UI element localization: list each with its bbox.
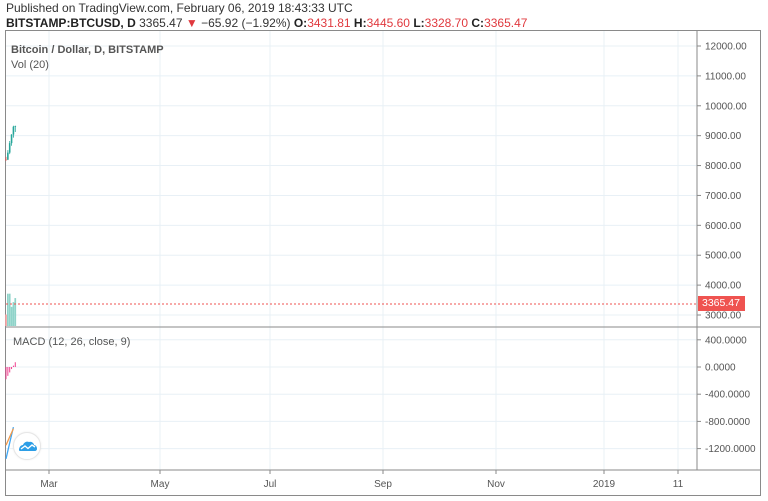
- low-label: L:: [413, 16, 425, 30]
- time-tick-label: Mar: [40, 479, 58, 490]
- volume-legend: Vol (20): [11, 59, 49, 71]
- macd-tick-label: -800.0000: [705, 417, 750, 428]
- symbol-label: BITSTAMP:BTCUSD, D: [6, 16, 136, 30]
- tradingview-logo[interactable]: [13, 432, 41, 460]
- price-tick-label: 5000.00: [705, 251, 742, 262]
- published-line: Published on TradingView.com, February 0…: [6, 1, 353, 15]
- macd-tick-label: 0.0000: [705, 363, 736, 374]
- cloud-chart-icon: [19, 441, 37, 451]
- close-value: 3365.47: [484, 16, 528, 30]
- price-tick-label: 12000.00: [705, 42, 747, 53]
- price-tick-label: 11000.00: [705, 71, 746, 82]
- series-title: Bitcoin / Dollar, D, BITSTAMP: [11, 44, 164, 56]
- price-tick-label: 4000.00: [705, 281, 742, 292]
- macd-tick-label: 400.0000: [705, 335, 747, 346]
- price-tick-label: 3000.00: [705, 311, 742, 322]
- macd-axis[interactable]: 400.0000 0.0000 -400.0000 -800.0000 -1200.00…: [697, 335, 756, 455]
- open-value: 3431.81: [307, 16, 351, 30]
- last-price: 3365.47: [139, 16, 183, 30]
- time-tick-label: 11: [673, 479, 684, 490]
- price-axis[interactable]: 12000.00 11000.00 10000.00 9000.00 8000.00 70…: [697, 42, 747, 322]
- time-tick-label: May: [151, 479, 170, 490]
- time-tick-label: 2019: [593, 479, 616, 490]
- price-tick-label: 8000.00: [705, 161, 742, 172]
- price-pane-legend: Bitcoin / Dollar, D, BITSTAMP Vol (20): [11, 44, 164, 71]
- price-tick-label: 6000.00: [705, 221, 742, 232]
- price-tick-label: 10000.00: [705, 101, 747, 112]
- close-label: C:: [471, 16, 485, 30]
- symbol-quote-line: BITSTAMP:BTCUSD, D 3365.47 ▼ −65.92 (−1.…: [6, 16, 527, 31]
- chart-frame: [5, 30, 761, 496]
- price-change: −65.92 (−1.92%): [201, 16, 291, 30]
- open-label: O:: [293, 16, 308, 30]
- macd-tick-label: -400.0000: [705, 390, 750, 401]
- last-price-tag: 3365.47: [698, 296, 745, 311]
- time-tick-label: Sep: [374, 479, 392, 490]
- signal-line: [5, 428, 14, 446]
- macd-tick-label: -1200.0000: [705, 444, 756, 455]
- triangle-down-icon: ▼: [185, 16, 198, 30]
- time-tick-label: Nov: [487, 479, 505, 490]
- volume-bars: [5, 293, 17, 326]
- chart-header: Published on TradingView.com, February 0…: [6, 1, 527, 31]
- grid-lines: [6, 31, 697, 470]
- low-value: 3328.70: [424, 16, 469, 30]
- price-tick-label: 7000.00: [705, 191, 742, 202]
- high-value: 3445.60: [366, 16, 410, 30]
- price-tick-label: 9000.00: [705, 131, 742, 142]
- macd-legend: MACD (12, 26, close, 9): [13, 336, 131, 348]
- candlesticks: [5, 125, 17, 161]
- macd-histogram: [5, 362, 16, 380]
- time-axis[interactable]: Mar May Jul Sep Nov 2019 11: [40, 470, 684, 490]
- high-label: H:: [353, 16, 367, 30]
- time-tick-label: Jul: [264, 479, 277, 490]
